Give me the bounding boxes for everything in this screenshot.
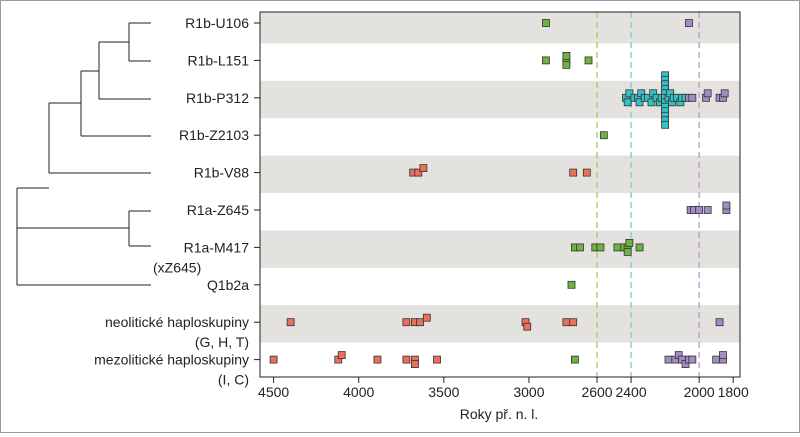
- data-point-green: [570, 355, 579, 364]
- data-point-red: [373, 355, 382, 364]
- row-labels: R1b-U106 R1b-L151 R1b-P312 R1b-Z2103 R1b-V88…: [94, 15, 249, 388]
- data-point-red: [337, 351, 346, 360]
- x-tick-label: 3000: [513, 384, 544, 400]
- data-point-purple: [715, 318, 724, 327]
- data-point-teal: [623, 98, 632, 107]
- shaded-row-band: [260, 12, 740, 44]
- row-label: R1b-U106: [185, 15, 249, 31]
- row-backgrounds: [260, 12, 740, 343]
- data-point-purple: [664, 355, 673, 364]
- data-point-red: [523, 322, 532, 331]
- data-point-green: [562, 61, 571, 69]
- x-tick-label: 2000: [684, 384, 715, 400]
- row-label: mezolitické haploskupiny: [94, 352, 249, 368]
- data-point-purple: [688, 355, 697, 364]
- data-point-red: [582, 168, 591, 177]
- data-points: [269, 19, 731, 369]
- tree-branch: [128, 210, 151, 247]
- data-point-red: [569, 168, 578, 177]
- tree-branch: [48, 102, 151, 174]
- data-point-green: [576, 243, 584, 252]
- data-point-red: [416, 318, 424, 327]
- data-point-red: [410, 360, 419, 369]
- data-point-green: [625, 238, 634, 247]
- tree-branch: [128, 22, 151, 62]
- reference-lines: [596, 12, 700, 377]
- data-point-purple: [703, 206, 712, 214]
- x-tick-label: 1800: [718, 384, 749, 400]
- data-point-green: [613, 243, 622, 252]
- row-label: R1b-P312: [186, 90, 249, 106]
- row-label: (G, H, T): [195, 334, 249, 350]
- x-tick-label: 4000: [343, 384, 374, 400]
- x-tick-label: 3500: [428, 384, 459, 400]
- row-label: R1a-Z645: [187, 202, 249, 218]
- data-point-red: [286, 318, 295, 327]
- data-point-purple: [719, 351, 727, 360]
- data-point-purple: [688, 93, 697, 102]
- data-point-purple: [685, 19, 693, 27]
- row-label: Q1b2a: [207, 277, 249, 293]
- row-label: (I, C): [218, 372, 249, 388]
- data-point-red: [433, 355, 441, 364]
- data-point-red: [562, 318, 571, 327]
- data-point-red: [419, 164, 428, 173]
- data-point-purple: [695, 206, 704, 214]
- data-point-purple: [720, 89, 729, 98]
- data-point-green: [567, 280, 576, 289]
- data-point-green: [596, 243, 605, 252]
- shaded-row-band: [260, 305, 740, 343]
- data-point-purple: [712, 355, 721, 364]
- row-label: R1b-Z2103: [179, 127, 249, 143]
- data-point-teal: [647, 98, 656, 107]
- x-tick-label: 2600: [581, 384, 612, 400]
- row-label: R1b-V88: [194, 165, 249, 181]
- data-point-purple: [722, 201, 731, 210]
- x-axis: 4500 4000 3500 3000 2600 2400 2000 1800: [258, 377, 749, 400]
- shaded-row-band: [260, 230, 740, 268]
- tree-branch: [98, 41, 151, 100]
- data-point-green: [584, 56, 593, 65]
- phylogenetic-tree: [16, 22, 151, 286]
- x-tick-label: 2400: [615, 384, 646, 400]
- x-axis-label: Roky př. n. l.: [460, 406, 539, 422]
- data-point-teal: [635, 98, 644, 107]
- data-point-green: [623, 247, 632, 256]
- row-ticks: [254, 22, 260, 361]
- row-label: R1b-L151: [188, 52, 250, 68]
- data-point-green: [599, 131, 608, 140]
- data-point-red: [402, 355, 411, 364]
- row-label: (xZ645): [153, 259, 201, 275]
- data-point-red: [269, 355, 278, 364]
- data-point-red: [402, 318, 411, 327]
- row-label: neolitické haploskupiny: [105, 314, 249, 330]
- data-point-teal: [661, 120, 670, 129]
- data-point-green: [562, 52, 571, 60]
- shaded-row-band: [260, 155, 740, 193]
- row-label: R1a-M417: [184, 239, 250, 255]
- data-point-green: [542, 56, 550, 65]
- data-point-red: [414, 168, 423, 177]
- data-point-green: [635, 243, 644, 252]
- tree-branch: [16, 187, 129, 285]
- plot-area-border: [259, 11, 741, 378]
- tree-branch: [80, 70, 151, 137]
- data-point-red: [422, 313, 431, 322]
- data-point-red: [569, 318, 578, 327]
- x-tick-label: 4500: [258, 384, 289, 400]
- data-point-purple: [703, 89, 712, 98]
- data-point-teal: [625, 89, 634, 98]
- data-point-green: [542, 19, 550, 27]
